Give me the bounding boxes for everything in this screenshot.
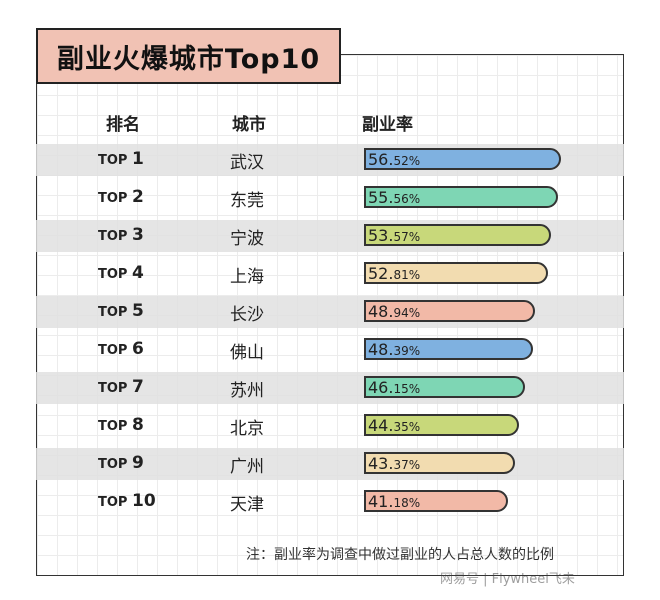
rate-value-label: 55.56%: [368, 188, 420, 207]
rank-label: TOP 5: [98, 301, 144, 321]
city-label: 武汉: [230, 153, 264, 173]
table-row: TOP 2 东莞 55.56%: [36, 182, 624, 214]
rate-value-label: 46.15%: [368, 378, 420, 397]
rank-prefix: TOP: [98, 343, 132, 358]
rank-prefix: TOP: [98, 305, 132, 320]
rate-value-label: 43.37%: [368, 454, 420, 473]
rate-value-major: 56.: [368, 150, 394, 169]
table-row: TOP 3 宁波 53.57%: [36, 220, 624, 252]
table-row: TOP 6 佛山 48.39%: [36, 334, 624, 366]
rate-value-major: 55.: [368, 188, 394, 207]
table-row: TOP 5 长沙 48.94%: [36, 296, 624, 328]
rank-prefix: TOP: [98, 153, 132, 168]
rank-number: 6: [131, 339, 144, 359]
city-label: 佛山: [230, 343, 264, 363]
rate-value-minor: 15%: [393, 382, 421, 396]
rank-label: TOP 1: [98, 149, 144, 169]
rate-value-label: 53.57%: [368, 226, 420, 245]
rank-prefix: TOP: [98, 457, 132, 472]
watermark: 网易号 | Flywheel飞未: [440, 572, 575, 587]
city-label: 天津: [230, 495, 264, 515]
rate-bar: [364, 262, 548, 284]
rank-label: TOP 8: [98, 415, 144, 435]
header-city: 城市: [232, 115, 266, 135]
rank-prefix: TOP: [98, 267, 132, 282]
rate-value-major: 48.: [368, 340, 394, 359]
city-label: 上海: [230, 267, 264, 287]
rank-label: TOP 7: [98, 377, 144, 397]
rank-number: 10: [131, 491, 156, 511]
rate-value-major: 52.: [368, 264, 394, 283]
rate-bar: [364, 376, 525, 398]
rate-value-label: 56.52%: [368, 150, 420, 169]
table-row: TOP 4 上海 52.81%: [36, 258, 624, 290]
rate-value-major: 43.: [368, 454, 394, 473]
rank-label: TOP 3: [98, 225, 144, 245]
rate-value-major: 44.: [368, 416, 394, 435]
rate-value-minor: 35%: [393, 420, 421, 434]
rate-value-minor: 56%: [393, 192, 421, 206]
rank-number: 8: [131, 415, 144, 435]
rank-prefix: TOP: [98, 229, 132, 244]
rate-value-major: 48.: [368, 302, 394, 321]
city-label: 广州: [230, 457, 264, 477]
city-label: 北京: [230, 419, 264, 439]
rank-prefix: TOP: [98, 381, 132, 396]
rate-value-minor: 18%: [393, 496, 421, 510]
rate-value-label: 48.39%: [368, 340, 420, 359]
rate-value-minor: 57%: [393, 230, 421, 244]
rank-prefix: TOP: [98, 495, 132, 510]
city-label: 苏州: [230, 381, 264, 401]
rank-prefix: TOP: [98, 191, 132, 206]
rate-value-minor: 81%: [393, 268, 421, 282]
rate-value-major: 53.: [368, 226, 394, 245]
rank-number: 9: [131, 453, 144, 473]
rate-value-label: 44.35%: [368, 416, 420, 435]
footnote: 注：副业率为调查中做过副业的人占总人数的比例: [246, 547, 554, 563]
rate-value-minor: 52%: [393, 154, 421, 168]
city-label: 长沙: [230, 305, 264, 325]
rank-number: 7: [131, 377, 144, 397]
city-label: 宁波: [230, 229, 264, 249]
rate-value-major: 46.: [368, 378, 394, 397]
header-rank: 排名: [106, 115, 140, 135]
table-row: TOP 7 苏州 46.15%: [36, 372, 624, 404]
rate-value-minor: 37%: [393, 458, 421, 472]
rate-bar: [364, 338, 533, 360]
rank-number: 3: [131, 225, 144, 245]
header-rate: 副业率: [362, 115, 413, 135]
rate-value-label: 52.81%: [368, 264, 420, 283]
rank-label: TOP 10: [98, 491, 156, 511]
table-row: TOP 1 武汉 56.52%: [36, 144, 624, 176]
rate-bar: [364, 300, 535, 322]
rate-bar: [364, 224, 551, 246]
rank-label: TOP 4: [98, 263, 144, 283]
table-row: TOP 10 天津 41.18%: [36, 486, 624, 518]
rate-value-minor: 39%: [393, 344, 421, 358]
rate-value-major: 41.: [368, 492, 394, 511]
rate-bar: [364, 148, 561, 170]
rate-bar: [364, 452, 515, 474]
table-row: TOP 8 北京 44.35%: [36, 410, 624, 442]
rank-prefix: TOP: [98, 419, 132, 434]
rate-bar: [364, 490, 508, 512]
rank-number: 2: [131, 187, 144, 207]
city-label: 东莞: [230, 191, 264, 211]
rank-number: 1: [131, 149, 144, 169]
rate-bar: [364, 186, 558, 208]
rank-label: TOP 2: [98, 187, 144, 207]
rank-label: TOP 9: [98, 453, 144, 473]
rank-number: 5: [131, 301, 144, 321]
rate-value-minor: 94%: [393, 306, 421, 320]
table-row: TOP 9 广州 43.37%: [36, 448, 624, 480]
rank-label: TOP 6: [98, 339, 144, 359]
rate-bar: [364, 414, 519, 436]
rate-value-label: 48.94%: [368, 302, 420, 321]
chart-title: 副业火爆城市Top10: [36, 28, 341, 84]
rate-value-label: 41.18%: [368, 492, 420, 511]
rank-number: 4: [131, 263, 144, 283]
